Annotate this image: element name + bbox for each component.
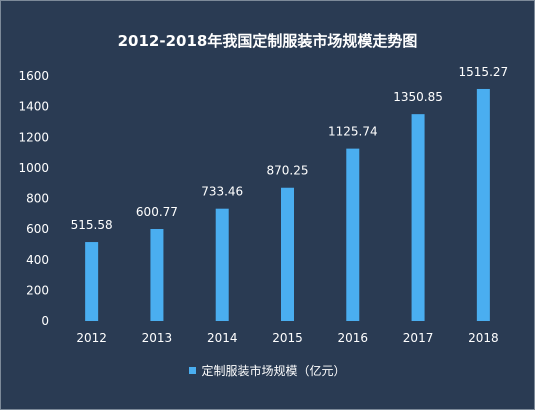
x-tick-label: 2015	[272, 331, 303, 345]
bar-2012	[85, 242, 99, 321]
legend-label: 定制服装市场规模（亿元）	[201, 364, 346, 378]
x-tick-label: 2013	[142, 331, 173, 345]
data-label-2015: 870.25	[267, 164, 309, 178]
y-tick-label: 1000	[18, 161, 49, 175]
data-label-2014: 733.46	[201, 185, 243, 199]
data-label-2018: 1515.27	[459, 65, 509, 79]
legend-swatch	[189, 367, 197, 374]
y-tick-label: 600	[26, 222, 49, 236]
y-tick-label: 800	[26, 192, 49, 206]
x-tick-label: 2017	[403, 331, 434, 345]
bar-2015	[281, 187, 294, 321]
y-tick-label: 0	[41, 314, 49, 328]
y-tick-label: 1400	[18, 100, 49, 114]
bar-2017	[411, 114, 425, 321]
y-tick-label: 1200	[18, 130, 49, 144]
x-tick-label: 2012	[76, 331, 107, 345]
chart-title: 2012-2018年我国定制服装市场规模走势图	[117, 32, 418, 50]
x-tick-label: 2018	[468, 331, 499, 345]
data-label-2016: 1125.74	[328, 125, 378, 139]
x-tick-label: 2014	[207, 331, 238, 345]
bar-2014	[215, 208, 229, 321]
bar-2016	[346, 148, 360, 321]
x-tick-label: 2016	[338, 331, 369, 345]
bar-2013	[150, 229, 164, 321]
data-label-2013: 600.77	[136, 205, 178, 219]
data-label-2017: 1350.85	[393, 90, 443, 104]
chart-legend: 定制服装市场规模（亿元）	[1, 362, 534, 379]
y-tick-label: 400	[26, 253, 49, 267]
y-tick-label: 1600	[18, 69, 49, 83]
y-tick-label: 200	[26, 283, 49, 297]
bar-2018	[476, 88, 490, 322]
data-label-2012: 515.58	[71, 218, 113, 232]
